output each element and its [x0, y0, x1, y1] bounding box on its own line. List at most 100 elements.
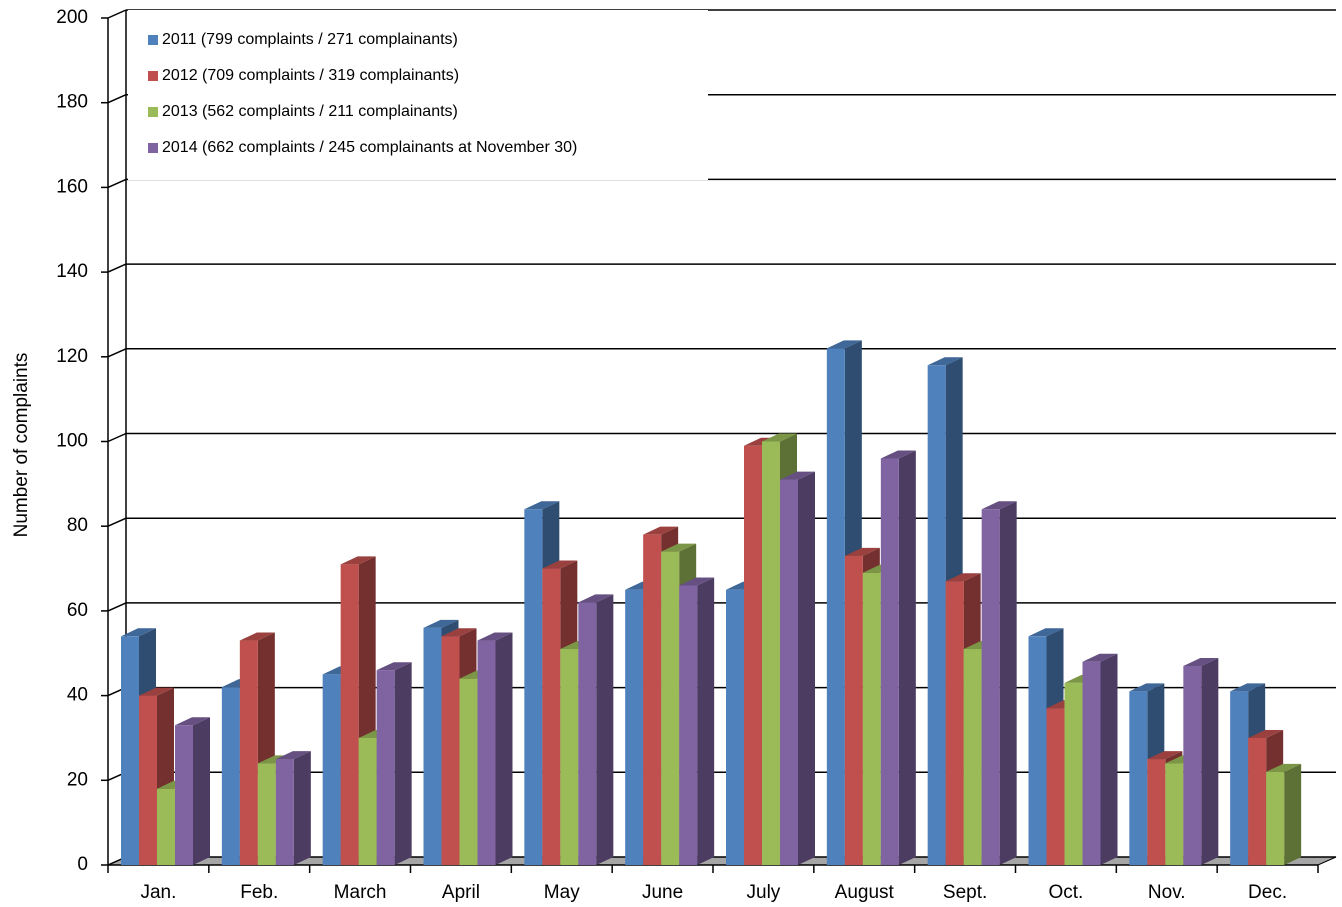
- bar: [175, 725, 193, 865]
- bar-top: [477, 632, 513, 641]
- bar: [257, 763, 276, 865]
- bar-side: [1201, 657, 1219, 865]
- bar: [560, 649, 579, 865]
- bar: [275, 759, 294, 865]
- bar-top: [1266, 763, 1302, 772]
- bar: [862, 572, 881, 865]
- bar-side: [798, 471, 815, 865]
- bar: [1248, 737, 1267, 865]
- x-tick-label: May: [544, 882, 580, 903]
- bar-top: [441, 628, 477, 637]
- x-tick-label: Dec.: [1248, 882, 1287, 903]
- bar: [679, 585, 698, 865]
- bar-top: [376, 662, 412, 671]
- bar-top: [661, 543, 697, 552]
- y-tick-label: 40: [67, 685, 88, 706]
- x-tick-label: Oct.: [1048, 882, 1083, 903]
- x-tick-label: Jan.: [140, 882, 176, 903]
- bar: [1165, 763, 1184, 865]
- bar: [963, 649, 982, 865]
- bar: [139, 695, 157, 865]
- legend-label: 2011 (799 complaints / 271 complainants): [162, 31, 458, 48]
- bar-side: [596, 594, 614, 865]
- bar: [121, 636, 139, 865]
- bar-top: [1129, 683, 1165, 692]
- bar-top: [275, 751, 311, 760]
- bar: [826, 348, 845, 866]
- bar-group: [275, 751, 311, 865]
- bar: [1064, 682, 1083, 865]
- grid-line-side: [107, 263, 127, 273]
- bar-top: [1230, 683, 1266, 692]
- bar: [744, 445, 762, 865]
- legend-label: 2014 (662 complaints / 245 complainants …: [162, 139, 577, 156]
- bar-top: [643, 526, 679, 535]
- bar-group: [175, 717, 210, 865]
- bar-side: [495, 632, 513, 865]
- bar: [945, 581, 964, 865]
- bar: [441, 636, 460, 865]
- y-tick-label: 20: [67, 769, 88, 790]
- y-tick-label: 140: [56, 261, 88, 282]
- legend-background: [128, 10, 708, 180]
- bar-top: [927, 357, 963, 366]
- bar: [1129, 691, 1148, 865]
- x-tick-label: June: [642, 882, 683, 903]
- y-tick-label: 100: [56, 431, 88, 452]
- bar-top: [981, 501, 1017, 510]
- bar-side: [898, 450, 916, 865]
- x-tick-label: July: [747, 882, 781, 903]
- grid-line-side: [107, 348, 127, 358]
- y-tick-label: 160: [56, 176, 88, 197]
- bar-side: [697, 577, 715, 865]
- bar-group: [1082, 653, 1118, 865]
- grid-line-side: [107, 602, 127, 612]
- bar: [221, 687, 240, 865]
- bar-top: [945, 573, 981, 582]
- bar: [1082, 661, 1101, 865]
- x-tick-label: Nov.: [1148, 882, 1186, 903]
- bar-top: [780, 471, 815, 480]
- bar: [981, 509, 1000, 865]
- x-tick-label: April: [442, 882, 480, 903]
- bar-top: [679, 577, 715, 586]
- bar-group: [880, 450, 916, 865]
- bar-group: [376, 662, 412, 865]
- bar-top: [1147, 751, 1183, 760]
- legend-swatch: [148, 71, 158, 81]
- y-tick-label: 80: [67, 515, 88, 536]
- bar-top: [1028, 628, 1064, 637]
- bar: [661, 551, 680, 865]
- y-tick-label: 0: [77, 854, 88, 875]
- bar-group: [780, 471, 815, 865]
- bar-side: [999, 501, 1017, 865]
- bar: [157, 788, 175, 865]
- bar: [376, 670, 395, 865]
- bar: [524, 509, 543, 865]
- bar-top: [542, 560, 578, 569]
- bar: [726, 589, 744, 865]
- bar: [1183, 665, 1202, 865]
- bar: [880, 458, 899, 865]
- bar: [643, 534, 662, 865]
- legend-swatch: [148, 107, 158, 117]
- bar: [322, 674, 341, 865]
- bar-group: [477, 632, 513, 865]
- y-tick-label: 60: [67, 600, 88, 621]
- bar-group: [981, 501, 1017, 865]
- bar-top: [1183, 657, 1219, 666]
- y-tick-label: 180: [56, 92, 88, 113]
- bar-top: [524, 501, 560, 510]
- bar-top: [340, 556, 376, 565]
- bar: [625, 589, 644, 865]
- bar-side: [1284, 763, 1302, 865]
- grid-line-side: [107, 432, 127, 443]
- bar: [578, 602, 597, 865]
- grid-line-side: [107, 94, 127, 104]
- bar: [1230, 691, 1249, 865]
- grid-line-side: [107, 178, 127, 189]
- bar-top: [1248, 729, 1284, 738]
- legend-swatch: [148, 35, 158, 45]
- bar-top: [139, 687, 174, 696]
